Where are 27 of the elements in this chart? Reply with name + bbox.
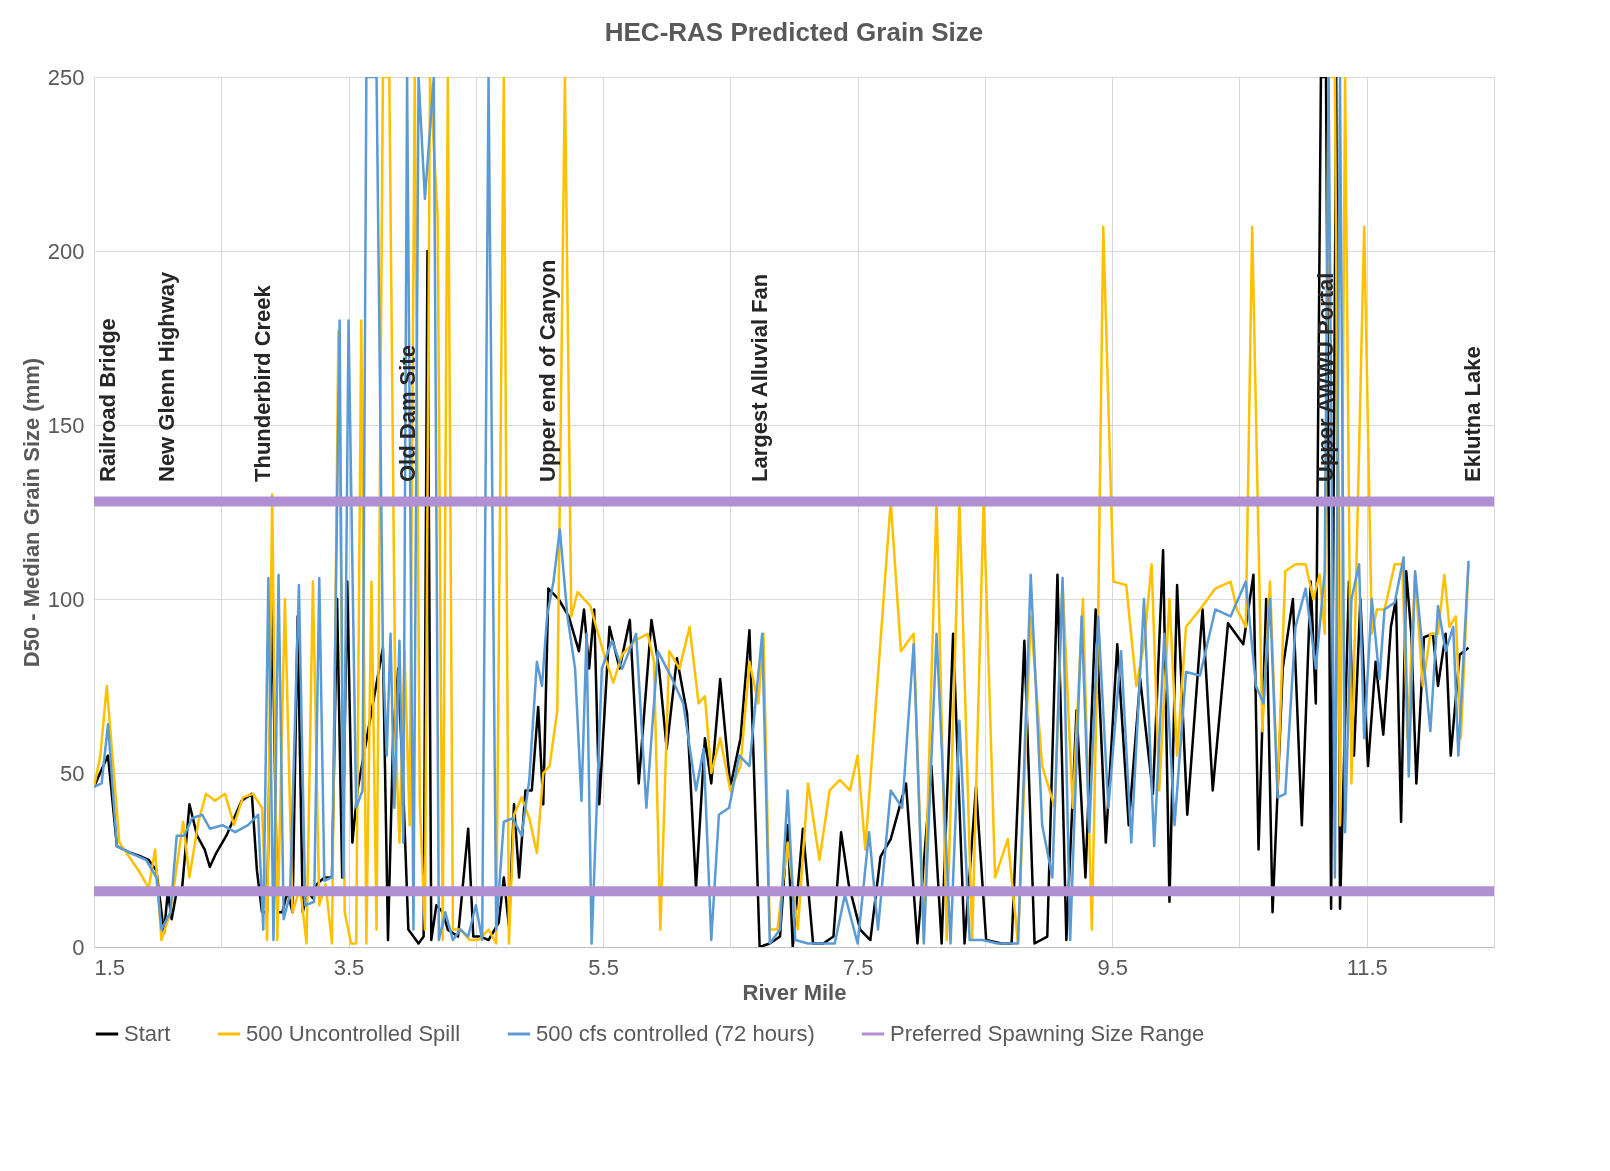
y-tick-label: 50 xyxy=(60,760,85,786)
chart-title: HEC-RAS Predicted Grain Size xyxy=(604,17,984,47)
x-tick-label: 11.5 xyxy=(1346,954,1388,980)
y-tick-label: 250 xyxy=(47,64,85,90)
y-axis-title: D50 - Median Grain Size (mm) xyxy=(18,357,44,668)
annotation: Eklutna Lake xyxy=(1460,346,1485,482)
y-tick-label: 0 xyxy=(72,934,85,960)
annotation: Railroad Bridge xyxy=(95,318,120,482)
legend-label: 500 cfs controlled (72 hours) xyxy=(536,1021,815,1046)
y-tick-label: 100 xyxy=(47,586,85,612)
x-tick-label: 5.5 xyxy=(588,954,619,980)
annotation: Upper AWWU Portal xyxy=(1313,272,1338,482)
annotation: Upper end of Canyon xyxy=(534,259,560,482)
legend-label: 500 Uncontrolled Spill xyxy=(246,1021,461,1046)
annotation: Thunderbird Creek xyxy=(250,284,276,482)
y-tick-label: 200 xyxy=(47,238,85,264)
annotation: Largest Alluvial Fan xyxy=(747,273,773,482)
x-tick-label: 7.5 xyxy=(842,954,874,980)
x-tick-label: 3.5 xyxy=(333,954,365,980)
x-tick-label: 9.5 xyxy=(1097,954,1128,980)
x-tick-label: 1.5 xyxy=(94,954,126,980)
y-tick-label: 150 xyxy=(47,412,85,438)
legend-label: Start xyxy=(124,1021,171,1046)
legend-label: Preferred Spawning Size Range xyxy=(890,1021,1205,1046)
annotation: Old Dam Site xyxy=(394,345,420,482)
x-axis-title: River Mile xyxy=(742,979,847,1005)
annotation: New Glenn Highway xyxy=(153,270,179,482)
